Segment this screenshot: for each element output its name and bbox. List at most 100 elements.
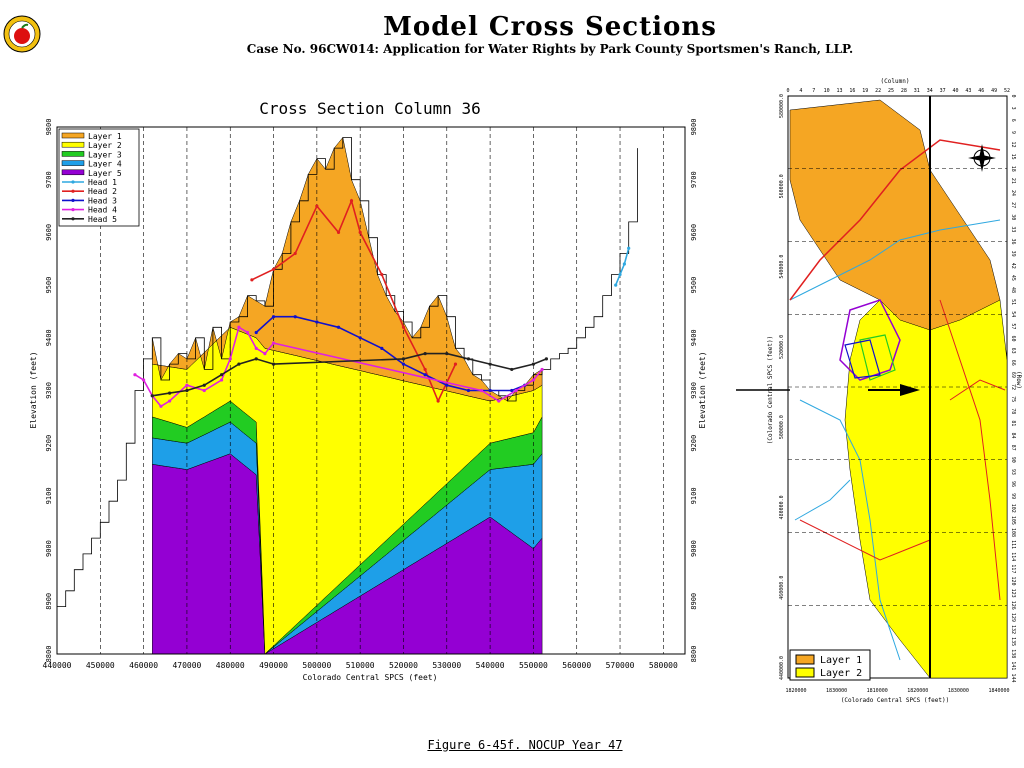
map-row-tick: 63 — [1010, 348, 1016, 354]
map-boundary — [844, 339, 881, 379]
head-2-point — [293, 251, 297, 256]
map-column-tick: 16 — [849, 88, 855, 94]
y-tick-label-right: 9800 — [690, 119, 698, 136]
x-tick-label: 470000 — [172, 661, 201, 670]
y-tick-label-left: 9000 — [45, 540, 53, 557]
y-tick-label-left: 8800 — [45, 646, 53, 663]
y-axis-label-right: Elevation (feet) — [698, 351, 707, 428]
map-column-tick: 34 — [927, 88, 933, 94]
x-tick-label: 510000 — [346, 661, 375, 670]
map-y-tick: 440000.0 — [779, 656, 785, 680]
head-4-point — [540, 367, 544, 372]
map-y-tick: 580000.0 — [779, 94, 785, 118]
map-row-tick: 3 — [1010, 107, 1016, 110]
x-tick-label: 500000 — [302, 661, 331, 670]
map-row-tick: 78 — [1010, 408, 1016, 414]
head-3-point — [423, 373, 427, 377]
map-column-tick: 19 — [862, 88, 868, 94]
head-4-point — [531, 378, 536, 382]
map-y-ticks: 580000.0 560000.0 540000.0 520000.0 500000.0… — [779, 94, 785, 680]
head-5-series — [150, 352, 549, 398]
x-tick-label: 580000 — [649, 661, 678, 670]
map-row-tick: 144 — [1010, 673, 1016, 682]
head-4-point — [479, 388, 484, 393]
head-2-series — [250, 198, 458, 403]
page-title: Model Cross Sections — [383, 12, 717, 42]
map-row-tick: 129 — [1010, 613, 1016, 622]
y-tick-label-right: 8800 — [690, 646, 698, 663]
x-axis-label: Colorado Central SPCS (feet) — [303, 673, 438, 682]
map-legend-layer2-swatch — [795, 667, 815, 678]
map-row-tick: 21 — [1010, 178, 1016, 184]
map-x-tick: 1820000 — [785, 688, 806, 694]
map-row-tick: 24 — [1010, 190, 1016, 196]
map-x-tick: 1810000 — [867, 688, 888, 694]
y-tick-label-left: 9700 — [45, 171, 53, 188]
head-4-point — [497, 399, 501, 403]
head-2-point — [315, 204, 319, 208]
head-3-line — [255, 315, 526, 392]
map-legend-layer1: Layer 1 — [820, 655, 862, 666]
head-5-point — [254, 357, 258, 361]
map-road — [949, 379, 1006, 401]
head-4-point — [133, 373, 137, 377]
head-1-point — [627, 246, 631, 250]
head-5-point — [531, 362, 536, 366]
y-tick-label-right: 9700 — [690, 171, 698, 188]
head-3-point — [510, 388, 514, 393]
map-row-tick: 96 — [1010, 481, 1016, 487]
head-4-point — [254, 346, 258, 350]
y-tick-label-right: 9500 — [690, 277, 698, 294]
head-4-point — [514, 388, 518, 393]
legend-head-1: Head 1 — [88, 178, 117, 187]
map-row-tick: 60 — [1010, 335, 1016, 341]
map-road — [789, 139, 1001, 301]
map-y-tick: 480000.0 — [779, 495, 785, 519]
head-5-point — [544, 357, 549, 361]
map-road — [799, 519, 931, 561]
x-tick-label: 440000 — [43, 661, 72, 670]
map-row-tick: 57 — [1010, 323, 1016, 329]
legend-layer-2: Layer 2 — [88, 141, 122, 150]
map-row-tick: 12 — [1010, 141, 1016, 147]
head-2-line — [251, 198, 457, 403]
figure-caption: Figure 6-45f. NOCUP Year 47 — [427, 738, 623, 752]
map-column-tick: 43 — [965, 88, 971, 94]
head-2-point — [423, 367, 427, 372]
map-legend: Layer 1 Layer 2 — [789, 649, 871, 681]
map-row-tick: 75 — [1010, 396, 1016, 402]
y-tick-label-right: 9300 — [690, 382, 698, 399]
head-5-point — [185, 388, 189, 393]
x-tick-label: 480000 — [216, 661, 245, 670]
head-3-point — [401, 362, 406, 366]
map-row-tick: 117 — [1010, 564, 1016, 573]
head-5-line — [152, 352, 547, 397]
map-row-ticks: 0369121518212427303336394245485154576063… — [1010, 94, 1016, 682]
map-row-tick: 42 — [1010, 263, 1016, 269]
legend-head-2-marker — [71, 189, 75, 193]
head-2-point — [436, 399, 440, 403]
y-tick-label-left: 9500 — [45, 277, 53, 294]
map-row-tick: 120 — [1010, 576, 1016, 585]
map-road — [939, 299, 1001, 601]
map-column-tick: 13 — [837, 88, 843, 94]
map-y-tick: 560000.0 — [779, 174, 785, 198]
map-row-tick: 87 — [1010, 445, 1016, 451]
head-1-point — [622, 262, 626, 266]
map-row-tick: 108 — [1010, 528, 1016, 537]
map-body — [788, 96, 1008, 679]
map-row-tick: 33 — [1010, 226, 1016, 232]
legend-layer-1: Layer 1 — [88, 132, 122, 141]
y-tick-label-right: 8900 — [690, 593, 698, 610]
head-4-point — [202, 388, 206, 393]
head-4-point — [245, 330, 250, 335]
map-boundary — [859, 334, 896, 381]
head-2-point — [401, 325, 406, 329]
map-row-tick: 39 — [1010, 251, 1016, 257]
map-row-tick: 72 — [1010, 384, 1016, 390]
head-4-point — [237, 325, 241, 329]
map-row-tick: 45 — [1010, 275, 1016, 281]
head-5-point — [219, 373, 224, 377]
map-column-tick: 25 — [888, 88, 894, 94]
head-4-point — [159, 404, 163, 408]
